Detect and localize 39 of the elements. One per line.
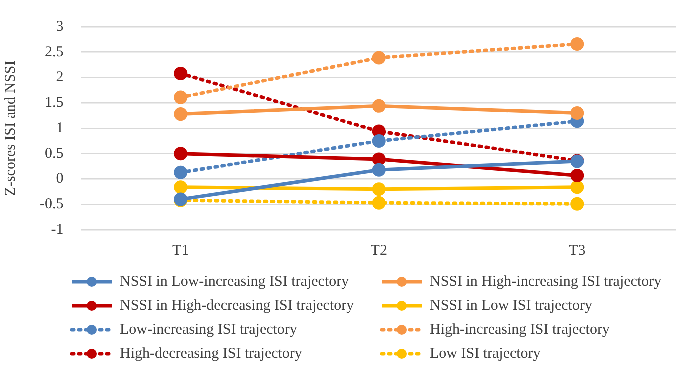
y-tick-label: 1.5: [44, 95, 64, 112]
point: [174, 66, 188, 80]
legend-label: Low-increasing ISI trajectory: [120, 322, 298, 338]
y-tick-label: 1: [56, 120, 64, 136]
point: [570, 168, 584, 182]
y-tick-label: -0.5: [40, 196, 64, 213]
point: [372, 196, 386, 210]
point: [372, 99, 386, 113]
x-tick-label: T1: [172, 242, 190, 259]
legend-label: Low ISI trajectory: [430, 346, 541, 362]
y-tick-label: 0: [56, 171, 64, 188]
point: [174, 90, 188, 104]
x-tick-label: T3: [569, 242, 586, 259]
point: [570, 38, 584, 52]
point: [372, 163, 386, 177]
y-tick-label: 2.5: [44, 44, 64, 60]
y-tick-label: 2: [56, 70, 64, 86]
point: [174, 180, 188, 194]
x-tick-label: T2: [370, 242, 388, 259]
point: [174, 108, 188, 122]
point: [372, 182, 386, 196]
point: [570, 180, 584, 194]
point: [174, 166, 188, 180]
legend-label: High-decreasing ISI trajectory: [120, 346, 302, 362]
y-tick-label: 0.5: [44, 146, 64, 162]
y-tick-label: 3: [56, 18, 64, 35]
point: [372, 51, 386, 65]
point: [372, 134, 386, 148]
point: [570, 106, 584, 120]
point: [570, 197, 584, 211]
y-tick-label: -1: [51, 222, 64, 238]
point: [174, 147, 188, 161]
legend-label: High-increasing ISI trajectory: [430, 322, 610, 338]
y-axis-title: Z-scores ISI and NSSI: [2, 60, 19, 196]
legend-label: NSSI in High-decreasing ISI trajectory: [120, 298, 354, 314]
legend-label: NSSI in High-increasing ISI trajectory: [430, 274, 662, 290]
legend-label: NSSI in Low ISI trajectory: [430, 298, 592, 314]
legend-label: NSSI in Low-increasing ISI trajectory: [120, 274, 350, 290]
point: [372, 152, 386, 166]
